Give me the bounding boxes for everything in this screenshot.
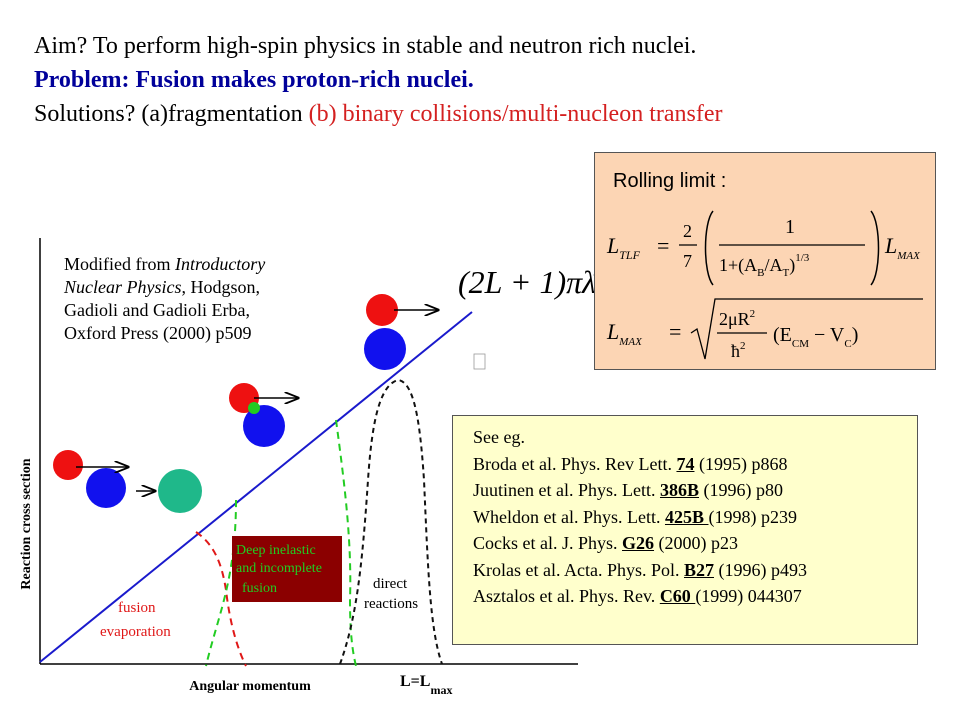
credit-line3: Gadioli and Gadioli Erba, — [64, 300, 250, 320]
solutions-b: (b) binary collisions/multi-nucleon tran… — [308, 101, 723, 127]
deep-inelastic-label-2: and incomplete — [236, 561, 322, 576]
hbar-squared: ħ2 — [731, 340, 746, 361]
reference-item: Cocks et al. J. Phys. G26 (2000) p23 — [473, 533, 739, 553]
neck-green — [248, 402, 260, 414]
fusion-label: fusion — [118, 600, 156, 616]
rolling-title: Rolling limit : — [613, 170, 726, 192]
frac-den: 7 — [683, 251, 692, 271]
reference-item: Juutinen et al. Phys. Lett. 386B (1996) … — [473, 480, 783, 500]
deep-inelastic-curve-right — [335, 419, 357, 667]
reference-item: Broda et al. Phys. Rev Lett. 74 (1995) p… — [473, 453, 788, 474]
credit-line4: Oxford Press (2000) p509 — [64, 323, 252, 343]
sharp-cutoff-line — [39, 311, 473, 663]
target-blue-nucleus-2 — [243, 405, 285, 447]
ltlf-symbol: LTLF — [606, 233, 641, 262]
credit-line2-italic: Nuclear Physics — [64, 277, 182, 297]
projectile-red-nucleus — [53, 450, 83, 480]
two-mu-r: 2μR2 — [719, 308, 755, 329]
equals-1: = — [657, 233, 669, 258]
energy-term: (ECM − VC) — [773, 324, 858, 350]
equals-2: = — [669, 319, 681, 344]
aim-line: Aim? To perform high-spin physics in sta… — [34, 33, 697, 59]
one-numerator: 1 — [785, 216, 795, 238]
credit-line2: , Hodgson, — [181, 277, 260, 297]
frac-num: 2 — [683, 221, 692, 241]
cross-section-formula: (2L + 1)πλ̄2 — [458, 261, 605, 301]
reference-item: Wheldon et al. Phys. Lett. 425B (1998) p… — [473, 506, 797, 527]
credit-line1: Modified from — [64, 254, 171, 274]
y-axis-label: Reaction cross section — [19, 458, 34, 589]
references-intro: See eg. — [473, 427, 525, 447]
formula-main: (2L + 1)πλ̄ — [458, 264, 597, 300]
references-box: See eg. Broda et al. Phys. Rev Lett. 74 … — [452, 415, 918, 645]
evaporation-label: evaporation — [100, 624, 171, 640]
deep-inelastic-label-1: Deep inelastic — [236, 543, 316, 558]
deep-inelastic-box — [232, 536, 342, 602]
target-blue-nucleus-3 — [364, 328, 406, 370]
rolling-limit-equations: Rolling limit : LTLF = 2 7 1 1+(AB/AT)1/… — [606, 170, 923, 361]
solutions-line: Solutions? (a)fragmentation (b) binary c… — [34, 100, 723, 128]
rolling-limit-box: Rolling limit : LTLF = 2 7 1 1+(AB/AT)1/… — [594, 152, 936, 370]
lmax-label: L=Lmax — [400, 673, 452, 697]
source-credit: Modified from Introductory Nuclear Physi… — [64, 253, 265, 345]
solutions-prefix: Solutions? (a)fragmentation — [34, 101, 303, 127]
lmax-symbol-2: LMAX — [606, 319, 643, 348]
ratio-denominator: 1+(AB/AT)1/3 — [719, 252, 810, 279]
target-blue-nucleus — [86, 468, 126, 508]
direct-label-2: reactions — [364, 596, 418, 612]
x-axis-label: Angular momentum — [189, 679, 311, 694]
reference-item: Krolas et al. Acta. Phys. Pol. B27 (1996… — [473, 559, 807, 580]
direct-curve — [339, 378, 443, 665]
reference-item: Asztalos et al. Phys. Rev. C60 (1999) 04… — [473, 586, 802, 606]
problem-line: Problem: Fusion makes proton-rich nuclei… — [34, 67, 474, 93]
deep-inelastic-label-3: fusion — [242, 581, 277, 596]
lmax-symbol-1: LMAX — [884, 233, 921, 262]
deep-inelastic-curve — [205, 499, 237, 667]
placeholder-box — [473, 353, 486, 370]
compound-nucleus — [158, 469, 202, 513]
projectile-red-nucleus-3 — [366, 294, 398, 326]
credit-line1-italic: Introductory — [174, 254, 266, 274]
direct-label-1: direct — [373, 576, 408, 592]
